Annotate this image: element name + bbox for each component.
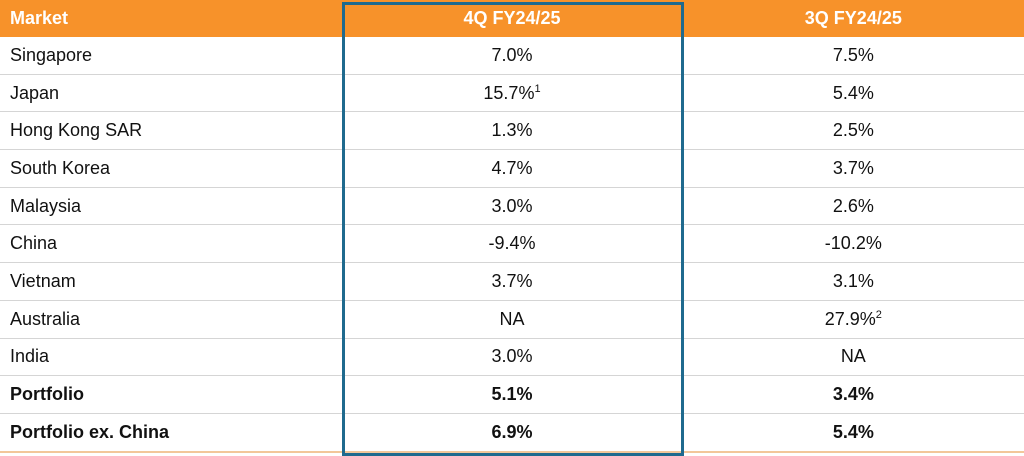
- cell-value: 3.7%: [832, 157, 874, 178]
- cell-value: 5.4%: [832, 82, 874, 103]
- header-cell: 4Q FY24/25: [341, 0, 683, 37]
- table-cell: NA: [341, 300, 683, 339]
- table-cell: 7.5%: [682, 37, 1024, 75]
- table-row: Australia NA 27.9%2: [0, 300, 1024, 339]
- table-cell: 15.7%1: [341, 74, 683, 113]
- cell-value: 5.1%: [491, 384, 533, 405]
- cell-value: Portfolio ex. China: [10, 421, 170, 442]
- cell-value: India: [10, 346, 50, 367]
- table-cell: Portfolio: [0, 375, 342, 414]
- header-row: Market 4Q FY24/25 3Q FY24/25: [0, 0, 1024, 37]
- cell-value: 3.0%: [491, 346, 533, 367]
- table-cell: Australia: [0, 300, 342, 339]
- table-cell: -10.2%: [682, 224, 1024, 264]
- cell-value: 5.4%: [832, 421, 874, 442]
- cell-value: Japan: [10, 82, 60, 103]
- table-cell: 3.7%: [682, 149, 1024, 188]
- table-cell: 5.4%: [682, 413, 1024, 453]
- table-row: Japan 15.7%1 5.4%: [0, 74, 1024, 113]
- cell-value: 2.6%: [832, 195, 874, 216]
- cell-value: -9.4%: [488, 233, 536, 254]
- table-cell: Singapore: [0, 37, 342, 75]
- table-row: South Korea 4.7% 3.7%: [0, 149, 1024, 188]
- table-row: India 3.0% NA: [0, 338, 1024, 377]
- table-cell: 3.7%: [341, 262, 683, 301]
- cell-value: Portfolio: [10, 384, 84, 405]
- cell-value: South Korea: [10, 157, 111, 178]
- table-cell: 3.1%: [682, 262, 1024, 301]
- table-cell: 1.3%: [341, 111, 683, 151]
- cell-value: 3.7%: [491, 270, 533, 291]
- table-cell: Vietnam: [0, 262, 342, 301]
- table-cell: 7.0%: [341, 37, 683, 75]
- cell-value: 3.4%: [832, 384, 874, 405]
- cell-value: 6.9%: [491, 421, 533, 442]
- header-cell: Market: [0, 0, 342, 37]
- header-cell: 3Q FY24/25: [682, 0, 1024, 37]
- cell-value: NA: [840, 346, 866, 367]
- cell-value: -10.2%: [824, 233, 882, 254]
- table-row: Portfolio 5.1% 3.4%: [0, 375, 1024, 414]
- cell-value: Vietnam: [10, 270, 76, 291]
- cell-value: 2.5%: [832, 120, 874, 141]
- cell-value: China: [10, 233, 58, 254]
- table-cell: 2.6%: [682, 187, 1024, 226]
- cell-value: 4.7%: [491, 157, 533, 178]
- table-row: China -9.4% -10.2%: [0, 224, 1024, 264]
- cell-value: Malaysia: [10, 195, 82, 216]
- cell-value: Singapore: [10, 44, 93, 65]
- table-cell: 3.0%: [341, 187, 683, 226]
- table-cell: Japan: [0, 74, 342, 113]
- table-cell: -9.4%: [341, 224, 683, 264]
- footnote-mark: 1: [534, 82, 541, 95]
- table-cell: 3.0%: [341, 338, 683, 377]
- cell-value: 1.3%: [491, 120, 533, 141]
- table-cell: 5.1%: [341, 375, 683, 414]
- table-cell: India: [0, 338, 342, 377]
- cell-value: 27.9%: [824, 308, 876, 329]
- table-row: Hong Kong SAR 1.3% 2.5%: [0, 111, 1024, 151]
- cell-value: Hong Kong SAR: [10, 120, 143, 141]
- table-cell: Portfolio ex. China: [0, 413, 342, 453]
- table-row: Singapore 7.0% 7.5%: [0, 37, 1024, 75]
- cell-value: 15.7%: [483, 82, 535, 103]
- table-cell: 2.5%: [682, 111, 1024, 151]
- table-cell: 6.9%: [341, 413, 683, 453]
- table-cell: 3.4%: [682, 375, 1024, 414]
- table-row: Vietnam 3.7% 3.1%: [0, 262, 1024, 301]
- table-cell: China: [0, 224, 342, 264]
- cell-value: 7.0%: [491, 44, 533, 65]
- cell-value: 3.0%: [491, 195, 533, 216]
- table-row: Malaysia 3.0% 2.6%: [0, 187, 1024, 226]
- table-cell: Malaysia: [0, 187, 342, 226]
- table-cell: South Korea: [0, 149, 342, 188]
- table-cell: 5.4%: [682, 74, 1024, 113]
- footnote-mark: 2: [875, 308, 882, 321]
- table-cell: 4.7%: [341, 149, 683, 188]
- table-cell: 27.9%2: [682, 300, 1024, 339]
- table-cell: Hong Kong SAR: [0, 111, 342, 151]
- table-row: Portfolio ex. China 6.9% 5.4%: [0, 413, 1024, 453]
- cell-value: 3.1%: [832, 270, 874, 291]
- cell-value: Australia: [10, 308, 81, 329]
- table-cell: NA: [682, 338, 1024, 377]
- cell-value: NA: [499, 308, 525, 329]
- cell-value: 7.5%: [832, 44, 874, 65]
